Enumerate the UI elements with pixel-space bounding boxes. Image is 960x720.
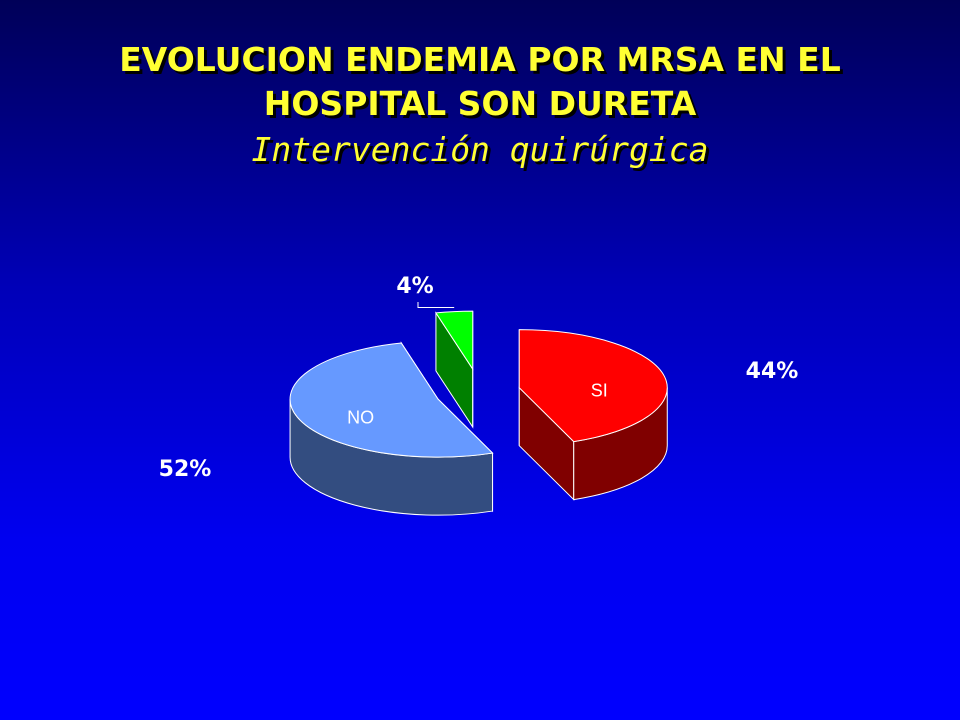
chart-subtitle: Intervención quirúrgica bbox=[251, 130, 709, 169]
value-label: 44% bbox=[746, 359, 799, 384]
category-label: NO bbox=[347, 408, 374, 428]
slice-top bbox=[289, 342, 494, 458]
chart-title: EVOLUCION ENDEMIA POR MRSA EN EL HOSPITA… bbox=[119, 40, 841, 123]
category-label: SI bbox=[591, 380, 608, 400]
slice-top bbox=[518, 329, 668, 443]
value-label: 4% bbox=[396, 274, 433, 299]
value-label: 52% bbox=[159, 457, 212, 482]
leader-line bbox=[417, 302, 455, 309]
slice-top bbox=[435, 310, 474, 371]
